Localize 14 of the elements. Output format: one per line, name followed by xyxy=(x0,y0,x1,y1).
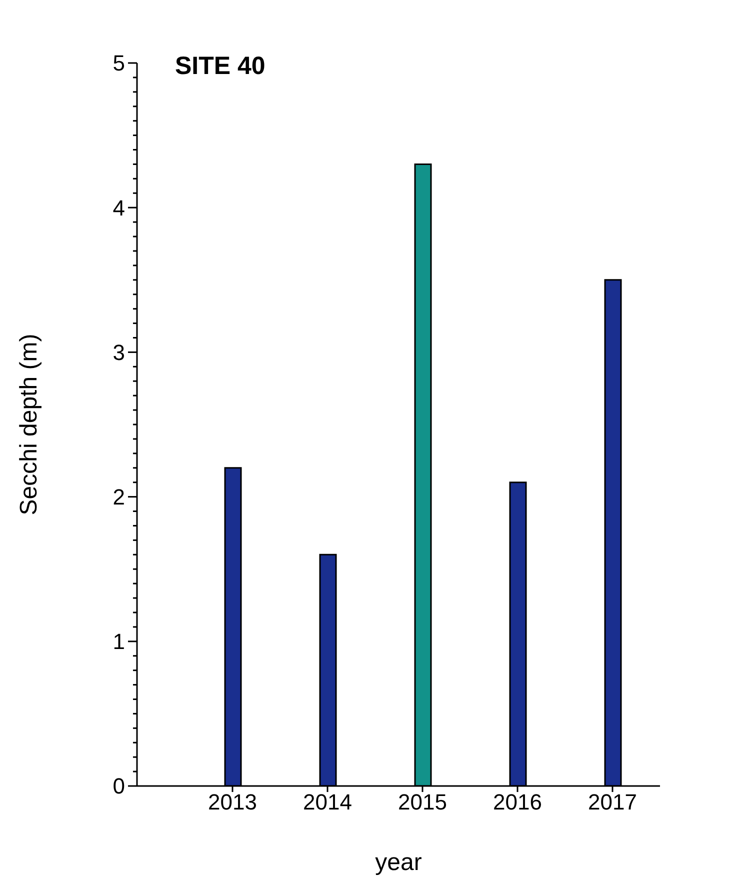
y-tick-label: 0 xyxy=(112,774,125,799)
y-tick-label: 1 xyxy=(112,629,125,654)
y-axis-title: Secchi depth (m) xyxy=(16,334,43,516)
x-tick-label: 2015 xyxy=(398,790,447,815)
x-tick-label: 2017 xyxy=(588,790,637,815)
y-tick-label: 3 xyxy=(112,340,125,365)
y-tick-label: 4 xyxy=(112,195,125,220)
chart-title: SITE 40 xyxy=(175,52,266,81)
x-axis-title: year xyxy=(375,849,422,876)
y-tick-label: 2 xyxy=(112,484,125,510)
x-tick-label: 2014 xyxy=(303,790,352,815)
x-tick-label: 2013 xyxy=(208,790,257,815)
x-tick-label: 2016 xyxy=(493,790,542,815)
y-tick-label: 5 xyxy=(112,50,125,76)
